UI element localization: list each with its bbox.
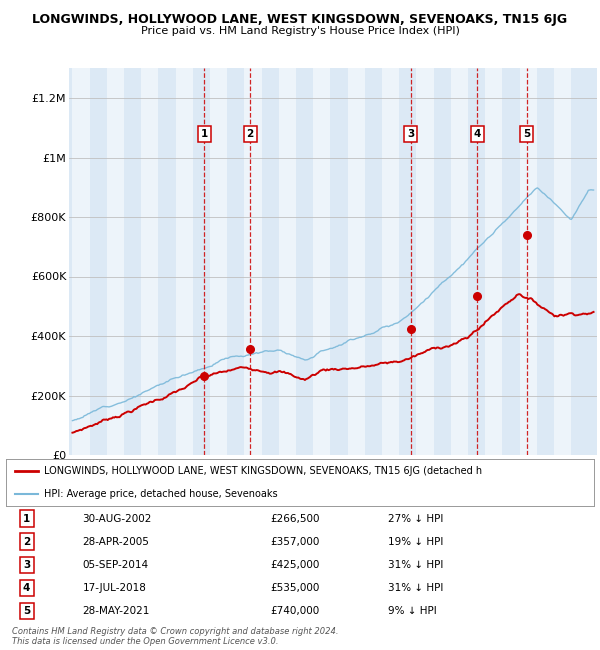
Text: HPI: Average price, detached house, Sevenoaks: HPI: Average price, detached house, Seve… xyxy=(44,489,278,499)
Text: 4: 4 xyxy=(473,129,481,138)
Text: 2: 2 xyxy=(23,537,30,547)
Text: 5: 5 xyxy=(523,129,530,138)
Text: Price paid vs. HM Land Registry's House Price Index (HPI): Price paid vs. HM Land Registry's House … xyxy=(140,26,460,36)
Bar xyxy=(347,68,365,455)
Text: 31% ↓ HPI: 31% ↓ HPI xyxy=(388,560,443,570)
Bar xyxy=(313,68,331,455)
Bar xyxy=(73,68,89,455)
Bar xyxy=(485,68,502,455)
Text: This data is licensed under the Open Government Licence v3.0.: This data is licensed under the Open Gov… xyxy=(12,637,278,646)
Text: 19% ↓ HPI: 19% ↓ HPI xyxy=(388,537,443,547)
Bar xyxy=(554,68,571,455)
Text: 4: 4 xyxy=(23,583,30,593)
Text: 17-JUL-2018: 17-JUL-2018 xyxy=(82,583,146,593)
Text: 1: 1 xyxy=(200,129,208,138)
Bar xyxy=(141,68,158,455)
Text: 30-AUG-2002: 30-AUG-2002 xyxy=(82,514,152,523)
Bar xyxy=(107,68,124,455)
Text: 28-MAY-2021: 28-MAY-2021 xyxy=(82,606,150,616)
Text: 3: 3 xyxy=(23,560,30,570)
Text: 1: 1 xyxy=(23,514,30,523)
Bar xyxy=(520,68,537,455)
Text: £535,000: £535,000 xyxy=(271,583,320,593)
Text: £425,000: £425,000 xyxy=(271,560,320,570)
Bar xyxy=(382,68,399,455)
Text: 9% ↓ HPI: 9% ↓ HPI xyxy=(388,606,437,616)
Text: 31% ↓ HPI: 31% ↓ HPI xyxy=(388,583,443,593)
Text: LONGWINDS, HOLLYWOOD LANE, WEST KINGSDOWN, SEVENOAKS, TN15 6JG: LONGWINDS, HOLLYWOOD LANE, WEST KINGSDOW… xyxy=(32,13,568,26)
Text: LONGWINDS, HOLLYWOOD LANE, WEST KINGSDOWN, SEVENOAKS, TN15 6JG (detached h: LONGWINDS, HOLLYWOOD LANE, WEST KINGSDOW… xyxy=(44,465,482,476)
Text: 2: 2 xyxy=(247,129,254,138)
Text: Contains HM Land Registry data © Crown copyright and database right 2024.: Contains HM Land Registry data © Crown c… xyxy=(12,627,338,636)
Text: 28-APR-2005: 28-APR-2005 xyxy=(82,537,149,547)
Text: £266,500: £266,500 xyxy=(271,514,320,523)
Text: £740,000: £740,000 xyxy=(271,606,320,616)
Text: 5: 5 xyxy=(23,606,30,616)
Bar xyxy=(210,68,227,455)
Bar xyxy=(451,68,468,455)
Bar xyxy=(244,68,262,455)
Text: 27% ↓ HPI: 27% ↓ HPI xyxy=(388,514,443,523)
Text: £357,000: £357,000 xyxy=(271,537,320,547)
Bar xyxy=(416,68,434,455)
Text: 05-SEP-2014: 05-SEP-2014 xyxy=(82,560,149,570)
Text: 3: 3 xyxy=(407,129,415,138)
Bar xyxy=(176,68,193,455)
Bar xyxy=(279,68,296,455)
